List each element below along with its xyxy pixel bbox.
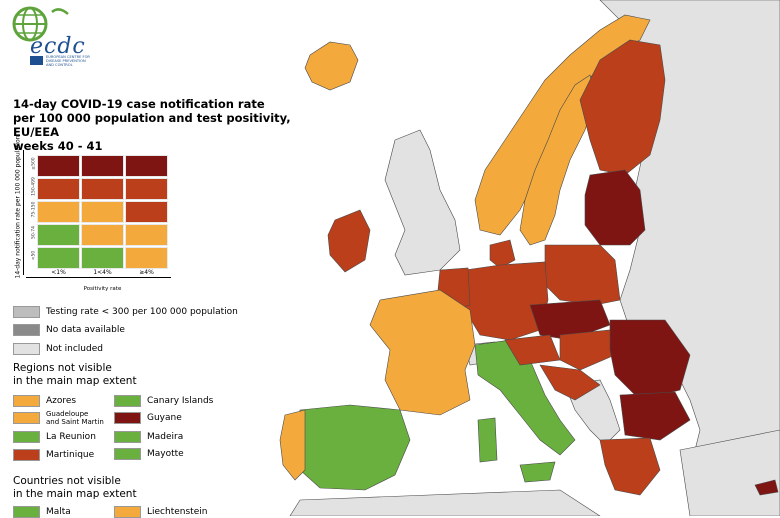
matrix-cell [37, 224, 80, 246]
non-eu-land [289, 0, 780, 516]
hungary[interactable] [559, 329, 616, 371]
countries-header: Countries not visible in the main map ex… [13, 475, 193, 501]
x-axis-arrow [26, 277, 171, 278]
not-included-label: Not included [46, 344, 103, 354]
eu-flag-icon [30, 56, 43, 65]
y-tick: <50 [31, 250, 37, 261]
y-tick: 75-150 [31, 201, 37, 218]
greece[interactable] [599, 437, 661, 496]
regions-header-line-1: Regions not visible [13, 362, 112, 374]
region-label: Mayotte [147, 449, 184, 459]
title-line-3: weeks 40 - 41 [13, 139, 103, 153]
countries-header-line-1: Countries not visible [13, 475, 121, 487]
x-tick: <1% [51, 269, 66, 276]
matrix-cell [81, 224, 124, 246]
country-swatch [114, 506, 141, 518]
region-label: Guyane [147, 413, 182, 423]
y-axis-label: 14-day notification rate per 100 000 pop… [14, 135, 22, 279]
poland[interactable] [544, 244, 621, 306]
region-label: Azores [46, 396, 77, 406]
legend-matrix [37, 155, 168, 269]
region-swatch [13, 431, 40, 443]
matrix-cell [125, 247, 168, 269]
x-tick: 1<4% [93, 269, 112, 276]
testing-rate-swatch [13, 306, 40, 318]
finland[interactable] [579, 39, 666, 176]
regions-header: Regions not visible in the main map exte… [13, 362, 193, 388]
africa [289, 489, 601, 516]
regions-header-line-2: in the main map extent [13, 375, 137, 387]
sardinia[interactable] [477, 417, 498, 463]
testing-rate-label: Testing rate < 300 per 100 000 populatio… [46, 307, 238, 317]
region-swatch [114, 395, 141, 407]
y-axis-label-wrap: 14-day notification rate per 100 000 pop… [11, 135, 22, 278]
baltics[interactable] [584, 169, 646, 246]
eu-countries[interactable] [279, 14, 779, 496]
region-swatch [13, 412, 40, 424]
matrix-cell [37, 178, 80, 200]
slovenia-croatia[interactable] [539, 364, 601, 401]
matrix-cell [81, 178, 124, 200]
region-swatch [13, 449, 40, 461]
sicily[interactable] [519, 461, 556, 483]
denmark[interactable] [489, 239, 516, 269]
not-included-swatch [13, 343, 40, 355]
region-label: Martinique [46, 450, 95, 460]
title-line-2: per 100 000 population and test positivi… [13, 111, 291, 139]
matrix-cell [37, 247, 80, 269]
region-swatch [13, 395, 40, 407]
cyprus[interactable] [754, 479, 779, 496]
matrix-cell [81, 247, 124, 269]
x-axis-label: Positivity rate [83, 286, 122, 292]
country-label: Liechtenstein [147, 507, 208, 517]
matrix-cell [125, 178, 168, 200]
x-tick: ≥4% [139, 269, 154, 276]
portugal[interactable] [279, 409, 306, 481]
country-swatch [13, 506, 40, 518]
matrix-cell [125, 155, 168, 177]
turkey [679, 429, 780, 516]
region-swatch [114, 448, 141, 460]
germany[interactable] [464, 261, 549, 341]
ecdc-logo [12, 6, 69, 42]
y-tick: ≥500 [31, 157, 37, 170]
region-swatch [114, 412, 141, 424]
iceland[interactable] [304, 41, 359, 91]
ireland[interactable] [327, 209, 371, 273]
uk [384, 129, 461, 276]
region-swatch [114, 431, 141, 443]
logo-subtitle: EUROPEAN CENTRE FOR DISEASE PREVENTION A… [46, 55, 90, 67]
y-tick: 50-74 [31, 225, 37, 240]
matrix-cell [125, 201, 168, 223]
spain[interactable] [294, 404, 411, 491]
matrix-cell [81, 155, 124, 177]
matrix-cell [37, 201, 80, 223]
y-axis-arrow [23, 150, 24, 275]
title-line-1: 14-day COVID-19 case notification rate [13, 97, 265, 111]
matrix-cell [37, 155, 80, 177]
matrix-cell [125, 224, 168, 246]
y-tick: 150-499 [31, 177, 37, 196]
no-data-label: No data available [46, 325, 125, 335]
region-label: Canary Islands [147, 396, 214, 406]
no-data-swatch [13, 324, 40, 336]
matrix-cell [81, 201, 124, 223]
region-label: La Reunion [46, 432, 96, 442]
bulgaria[interactable] [619, 391, 691, 441]
country-label: Malta [46, 507, 71, 517]
logo-wordmark: ecdc [30, 34, 86, 59]
region-label: Madeira [147, 432, 184, 442]
france[interactable] [369, 289, 476, 416]
countries-header-line-2: in the main map extent [13, 488, 137, 500]
map-title: 14-day COVID-19 case notification rate p… [13, 97, 313, 153]
region-label: Guadeloupe and Saint Martin [46, 410, 104, 426]
